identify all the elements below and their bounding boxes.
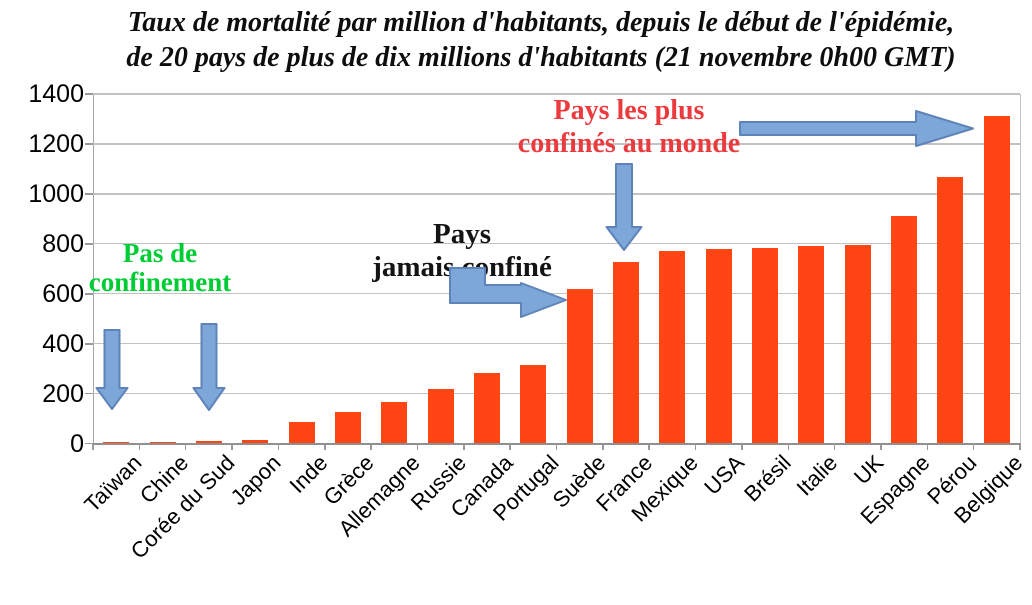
gridline-800 [93, 243, 1020, 245]
bar-Allemagne [381, 402, 408, 444]
annotation-never-confined-line-1: Pays [433, 218, 491, 250]
bar-Suède [566, 288, 593, 444]
y-tick-0 [85, 442, 93, 445]
x-tick [231, 443, 233, 450]
bar-Corée du Sud [195, 441, 222, 444]
bar-Espagne [891, 215, 918, 444]
x-tick [833, 443, 836, 450]
x-tick [880, 443, 882, 450]
y-axis-line [92, 94, 94, 444]
bar-Japon [242, 439, 269, 444]
bar-Russie [427, 388, 454, 444]
x-axis-label-Japon: Japon [225, 450, 286, 511]
plot-right-border [1019, 94, 1021, 444]
y-axis-label-1000: 1000 [28, 179, 84, 208]
bar-Pérou [937, 176, 964, 444]
x-tick [787, 443, 789, 450]
x-tick [416, 443, 419, 450]
y-axis-label-0: 0 [70, 429, 84, 458]
annotation-never-confined-line-2: jamais confiné [372, 251, 552, 283]
y-tick-800 [85, 242, 93, 245]
gridline-1200 [93, 143, 1020, 145]
annotation-no-lockdown-line-1: Pas de [122, 238, 198, 268]
bar-Italie [798, 246, 825, 444]
y-axis-label-1400: 1400 [28, 80, 84, 108]
x-tick [1019, 443, 1021, 450]
y-tick-1000 [85, 192, 93, 195]
right-arrow-belgium-icon [739, 110, 974, 147]
x-tick [555, 443, 558, 450]
bar-Brésil [752, 247, 779, 444]
annotation-most-confined-line-2: confinés au monde [517, 128, 741, 159]
bar-UK [844, 244, 871, 444]
x-tick [648, 443, 650, 450]
x-tick [694, 443, 697, 450]
bar-Mexique [659, 250, 686, 444]
down-arrow-france-icon [605, 163, 643, 251]
annotation-most-confined: Pays les plus confinés au monde [504, 94, 754, 160]
gridline-1000 [93, 193, 1020, 195]
annotation-never-confined: Pays jamais confiné [352, 218, 572, 284]
x-tick [184, 443, 187, 450]
annotation-no-lockdown-line-2: confinement [88, 267, 232, 297]
bar-Inde [288, 421, 315, 444]
x-tick [972, 443, 975, 450]
bar-USA [705, 249, 732, 444]
chart-title-line-2: de 20 pays de plus de dix millions d'hab… [126, 42, 956, 73]
x-axis-label-Taïwan: Taïwan [79, 450, 147, 517]
y-axis-label-200: 200 [42, 379, 84, 408]
x-tick [926, 443, 929, 450]
y-tick-1400 [85, 93, 93, 95]
y-tick-600 [85, 292, 93, 295]
x-tick [277, 443, 280, 450]
y-axis-label-600: 600 [42, 279, 84, 308]
y-tick-1200 [85, 143, 93, 145]
x-axis-label-Italie: Italie [791, 450, 843, 501]
x-tick [324, 443, 326, 450]
y-axis-label-800: 800 [42, 229, 84, 258]
gridline-1400 [93, 93, 1020, 95]
gridline-400 [93, 343, 1020, 345]
y-axis-label-1200: 1200 [28, 129, 84, 158]
x-tick [741, 443, 743, 450]
chart-title: Taux de mortalité par million d'habitant… [0, 5, 1032, 75]
down-arrow-taiwan-icon [95, 329, 129, 410]
x-tick [370, 443, 372, 450]
bar-Belgique [983, 115, 1010, 444]
annotation-no-lockdown: Pas de confinement [60, 239, 260, 297]
x-tick [463, 443, 465, 450]
x-tick [138, 443, 141, 450]
bar-France [613, 261, 640, 444]
gridline-200 [93, 392, 1020, 395]
bar-Grèce [334, 412, 361, 444]
annotation-most-confined-line-1: Pays les plus [553, 95, 705, 126]
down-arrow-south-korea-icon [192, 323, 226, 411]
bar-Portugal [520, 364, 547, 444]
bar-Canada [473, 372, 500, 444]
x-tick [509, 443, 511, 450]
x-tick [92, 443, 94, 450]
y-tick-200 [85, 392, 93, 395]
x-axis-label-Brésil: Brésil [739, 450, 796, 507]
y-axis-label-400: 400 [42, 329, 84, 358]
y-tick-400 [85, 342, 93, 345]
x-tick [602, 443, 604, 450]
chart-title-line-1: Taux de mortalité par million d'habitant… [127, 7, 955, 38]
